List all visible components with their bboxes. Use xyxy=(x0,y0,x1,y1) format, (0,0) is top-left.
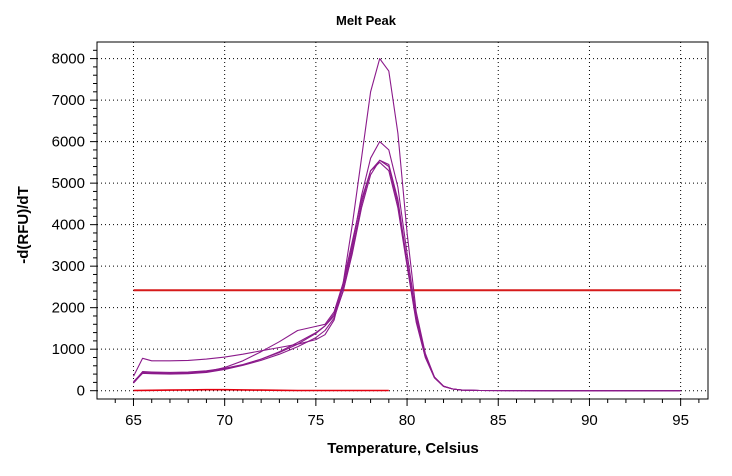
series-group xyxy=(133,58,681,392)
y-tick-label: 4000 xyxy=(52,217,85,234)
y-axis-label: -d(RFU)/dT xyxy=(15,186,32,263)
x-tick-label: 75 xyxy=(308,412,325,429)
x-axis-label: Temperature, Celsius xyxy=(327,440,478,457)
y-tick-label: 6000 xyxy=(52,134,85,151)
x-tick-label: 70 xyxy=(216,412,233,429)
plot-frame xyxy=(96,41,709,400)
x-tick-label: 65 xyxy=(125,412,142,429)
y-tick-label: 8000 xyxy=(52,51,85,68)
x-tick-label: 95 xyxy=(672,412,689,429)
x-tick-label: 90 xyxy=(581,412,598,429)
y-tick-label: 7000 xyxy=(52,92,85,109)
axis-ticks: 65 70 75 80 85 90 95 0 1000 2000 3000 4000 5000 6000 7… xyxy=(52,49,700,429)
y-tick-label: 2000 xyxy=(52,300,85,317)
x-tick-label: 85 xyxy=(490,412,507,429)
y-tick-label: 1000 xyxy=(52,341,85,358)
chart-title: Melt Peak xyxy=(336,13,397,28)
melt-curve-6 xyxy=(133,388,389,392)
y-tick-label: 0 xyxy=(77,383,85,400)
melt-curve-5 xyxy=(133,159,681,392)
x-tick-label: 80 xyxy=(399,412,416,429)
y-tick-label: 5000 xyxy=(52,175,85,192)
y-tick-label: 3000 xyxy=(52,258,85,275)
